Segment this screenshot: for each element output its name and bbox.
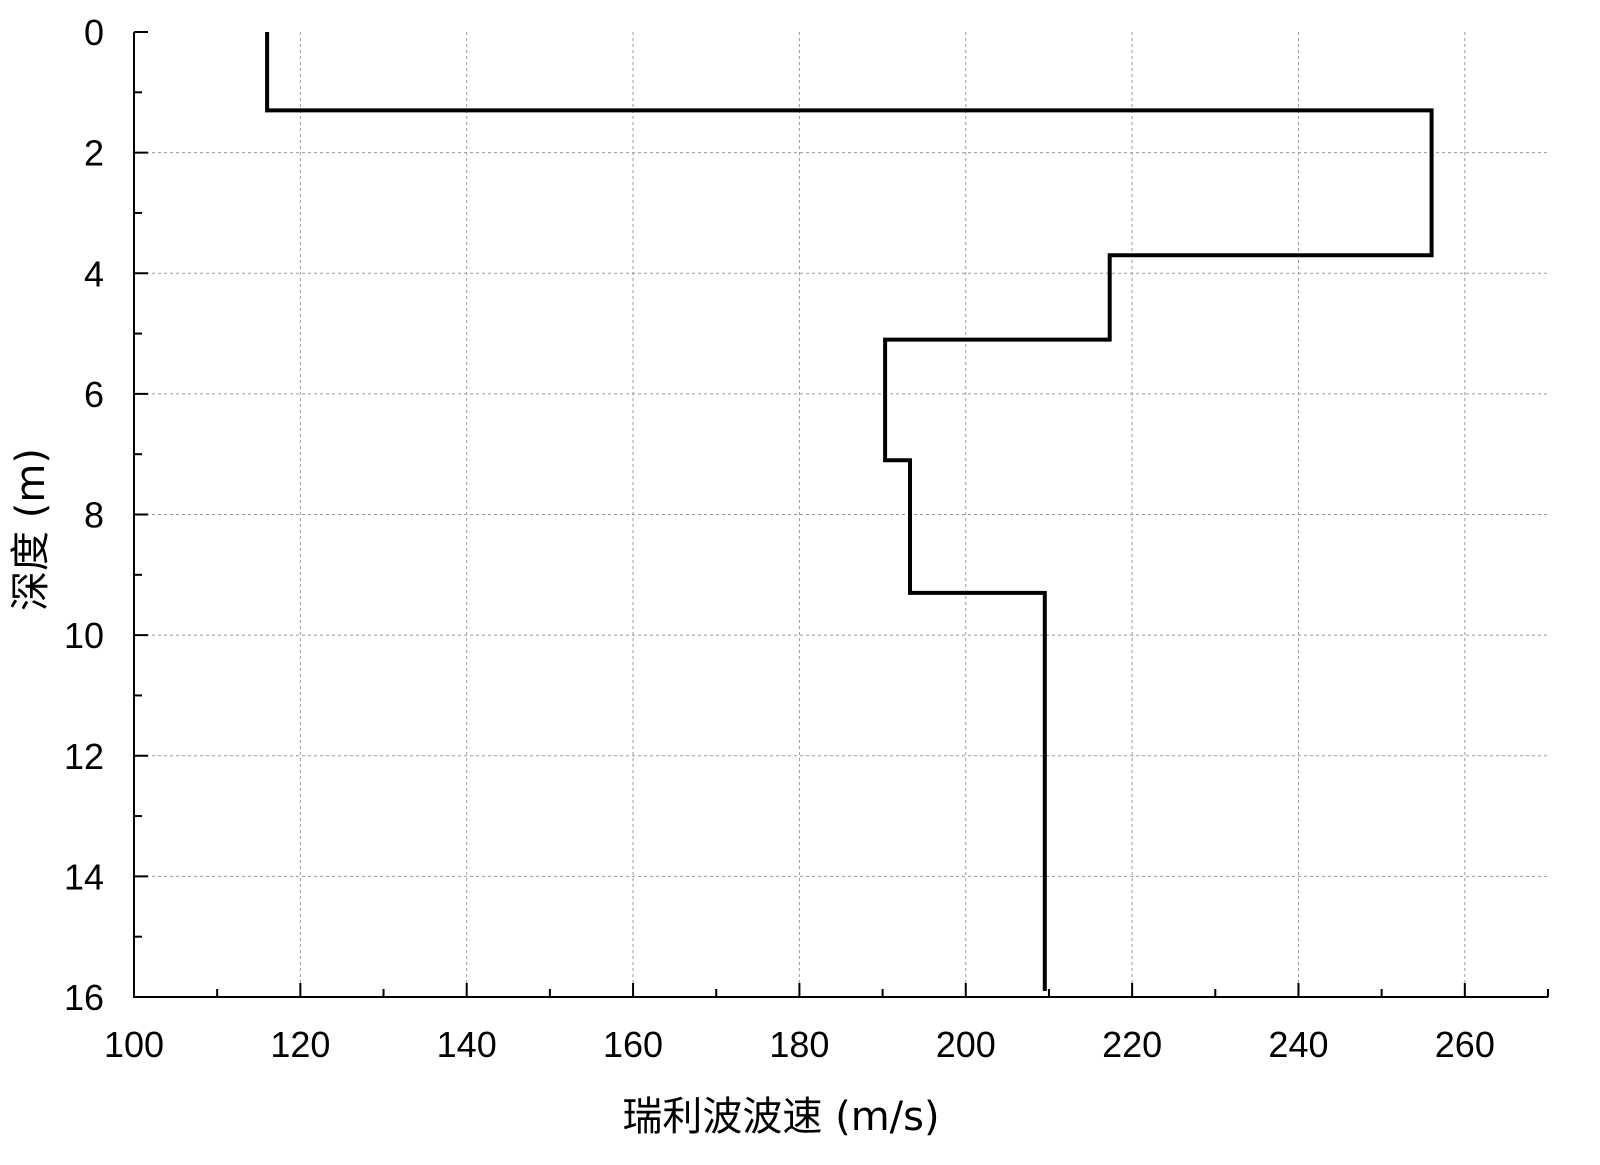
y-tick-labels: 0 2 4 6 8 10 12 14 16 (64, 12, 104, 1018)
y-tick-label: 6 (84, 374, 104, 415)
y-tick-label: 16 (64, 977, 104, 1018)
tick-marks (133, 31, 1549, 998)
x-tick-label: 260 (1435, 1024, 1495, 1065)
grid-lines (134, 32, 1548, 997)
x-axis-title: 瑞利波波速 (m/s) (622, 1094, 939, 1140)
series-layer (265, 32, 1434, 991)
x-tick-labels: 100 120 140 160 180 200 220 240 260 (104, 1024, 1495, 1065)
y-tick-label: 12 (64, 736, 104, 777)
y-tick-label: 14 (64, 856, 104, 897)
y-tick-label: 10 (64, 615, 104, 656)
y-tick-label: 8 (84, 495, 104, 536)
x-tick-label: 160 (603, 1024, 663, 1065)
x-tick-label: 180 (769, 1024, 829, 1065)
x-tick-label: 120 (270, 1024, 330, 1065)
x-tick-label: 100 (104, 1024, 164, 1065)
y-tick-label: 2 (84, 133, 104, 174)
x-tick-label: 140 (437, 1024, 497, 1065)
x-tick-label: 200 (936, 1024, 996, 1065)
y-tick-label: 4 (84, 253, 104, 294)
y-axis-title: 深度 (m) (8, 448, 54, 611)
x-tick-label: 220 (1102, 1024, 1162, 1065)
y-tick-label: 0 (84, 12, 104, 53)
series-line (265, 32, 1434, 991)
x-tick-label: 240 (1268, 1024, 1328, 1065)
